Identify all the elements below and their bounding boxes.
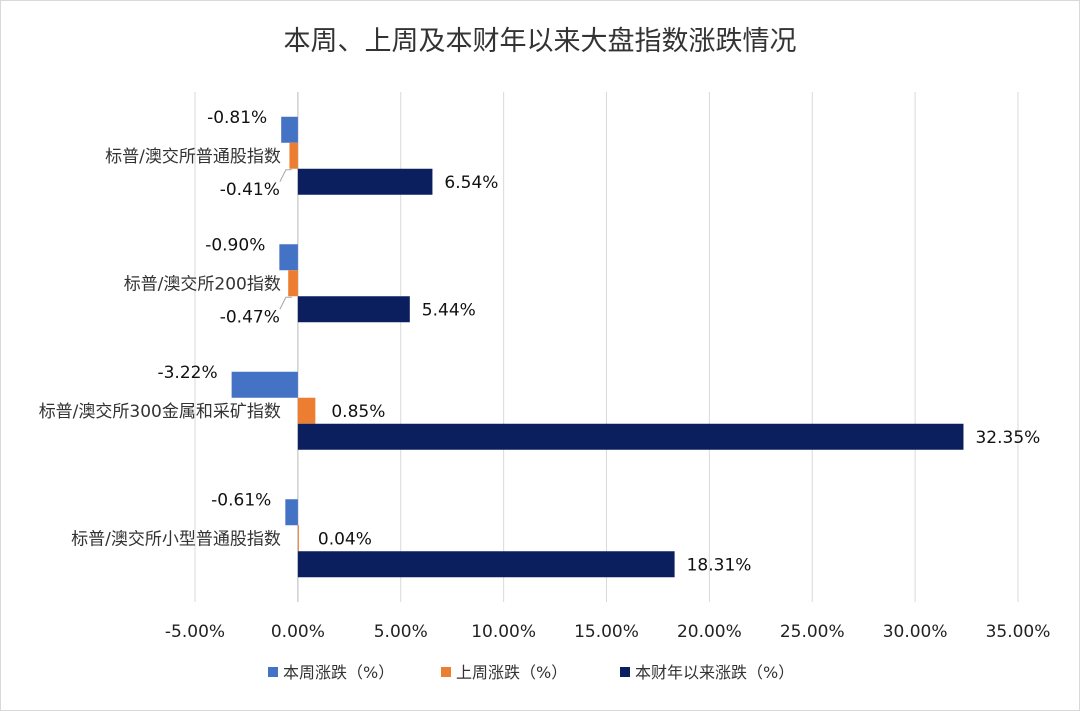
x-tick-label: 30.00% bbox=[883, 622, 948, 642]
legend-label: 本周涨跌（%） bbox=[283, 663, 394, 682]
x-axis-ticks: -5.00% 0.00% 5.00% 10.00% 15.00% 20.00% 25.00%… bbox=[165, 622, 1050, 642]
bar-2 bbox=[288, 270, 298, 297]
x-tick-label: 25.00% bbox=[780, 622, 845, 642]
bar-1 bbox=[285, 499, 298, 526]
legend-swatch-3 bbox=[620, 667, 630, 677]
data-label: 18.31% bbox=[687, 555, 752, 575]
bar-3 bbox=[297, 296, 410, 323]
bar-3 bbox=[297, 168, 433, 195]
bar-1 bbox=[231, 371, 298, 398]
legend: 本周涨跌（%） 上周涨跌（%） 本财年以来涨跌（%） bbox=[268, 663, 794, 682]
leader-line bbox=[279, 296, 292, 310]
bar-2 bbox=[297, 525, 299, 552]
gridlines bbox=[194, 92, 1019, 602]
category-label: 标普/澳交所普通股指数 bbox=[105, 147, 281, 167]
legend-swatch-2 bbox=[441, 667, 451, 677]
legend-label: 上周涨跌（%） bbox=[456, 663, 567, 682]
bar-1 bbox=[281, 116, 298, 143]
chart-title: 本周、上周及本财年以来大盘指数涨跌情况 bbox=[284, 26, 797, 57]
data-label: -0.41% bbox=[220, 180, 280, 200]
x-tick-label: 5.00% bbox=[374, 622, 428, 642]
x-tick-label: 10.00% bbox=[471, 622, 536, 642]
leader-line bbox=[279, 169, 292, 182]
bar-3 bbox=[297, 423, 964, 450]
bar-1 bbox=[279, 244, 298, 271]
data-label: -0.81% bbox=[207, 108, 267, 128]
data-label: 5.44% bbox=[422, 300, 476, 320]
data-label: 6.54% bbox=[444, 173, 498, 193]
data-label: 0.85% bbox=[331, 402, 385, 422]
bars bbox=[231, 116, 964, 578]
data-label: -0.61% bbox=[211, 490, 271, 510]
bar-2 bbox=[297, 397, 316, 424]
x-tick-label: 0.00% bbox=[271, 622, 325, 642]
x-tick-label: 35.00% bbox=[986, 622, 1051, 642]
bar-2 bbox=[289, 142, 298, 169]
x-tick-label: 20.00% bbox=[677, 622, 742, 642]
category-label: 标普/澳交所200指数 bbox=[124, 274, 281, 294]
legend-swatch-1 bbox=[268, 667, 278, 677]
data-label: 32.35% bbox=[975, 428, 1040, 448]
category-label: 标普/澳交所小型普通股指数 bbox=[71, 529, 281, 549]
x-tick-label: 15.00% bbox=[574, 622, 639, 642]
bar-3 bbox=[297, 551, 675, 578]
legend-label: 本财年以来涨跌（%） bbox=[635, 663, 794, 682]
data-label: -0.47% bbox=[220, 307, 280, 327]
x-tick-label: -5.00% bbox=[165, 622, 225, 642]
data-label: -0.90% bbox=[205, 235, 265, 255]
data-labels: -0.81% -0.41% 6.54% -0.90% -0.47% 5.44% -3.22%… bbox=[157, 108, 1040, 576]
data-label: -3.22% bbox=[157, 363, 217, 383]
data-label: 0.04% bbox=[318, 529, 372, 549]
category-labels: 标普/澳交所普通股指数标普/澳交所200指数标普/澳交所300金属和采矿指数标普… bbox=[39, 147, 281, 550]
category-label: 标普/澳交所300金属和采矿指数 bbox=[39, 402, 281, 422]
